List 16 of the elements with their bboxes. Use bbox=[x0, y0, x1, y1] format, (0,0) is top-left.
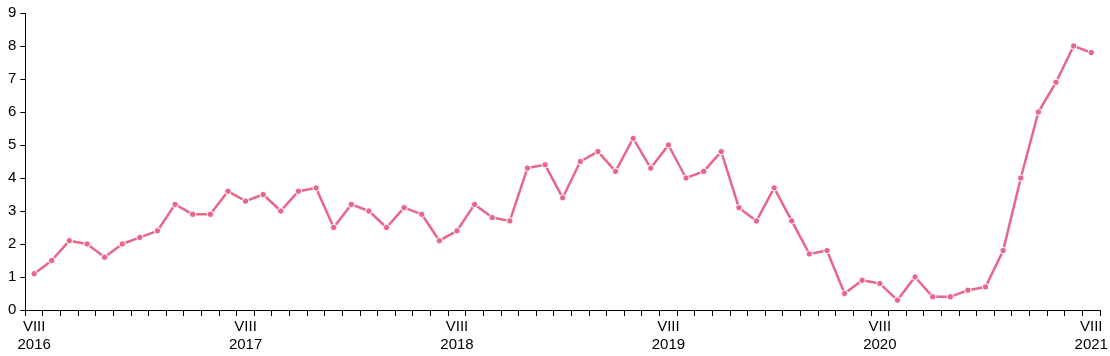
x-tick-label: VIII 2020 bbox=[863, 317, 897, 353]
y-tick-label: 1 bbox=[8, 267, 17, 285]
y-tick-label: 4 bbox=[8, 168, 17, 186]
x-tick-label: VIII 2017 bbox=[228, 317, 263, 353]
y-tick-label: 0 bbox=[8, 300, 17, 318]
y-tick-label: 9 bbox=[8, 3, 17, 21]
x-tick-label: VIII 2019 bbox=[651, 317, 686, 353]
y-tick-label: 2 bbox=[8, 234, 17, 252]
x-tick-label: VIII 2016 bbox=[17, 317, 51, 353]
y-tick-label: 3 bbox=[8, 201, 17, 219]
x-tick-label: VIII 2021 bbox=[1074, 317, 1108, 353]
y-tick-label: 7 bbox=[8, 69, 17, 87]
y-tick-label: 6 bbox=[8, 102, 17, 120]
y-tick-label: 5 bbox=[8, 135, 17, 153]
y-tick-label: 8 bbox=[8, 36, 17, 54]
x-tick-label: VIII 2018 bbox=[440, 317, 474, 353]
